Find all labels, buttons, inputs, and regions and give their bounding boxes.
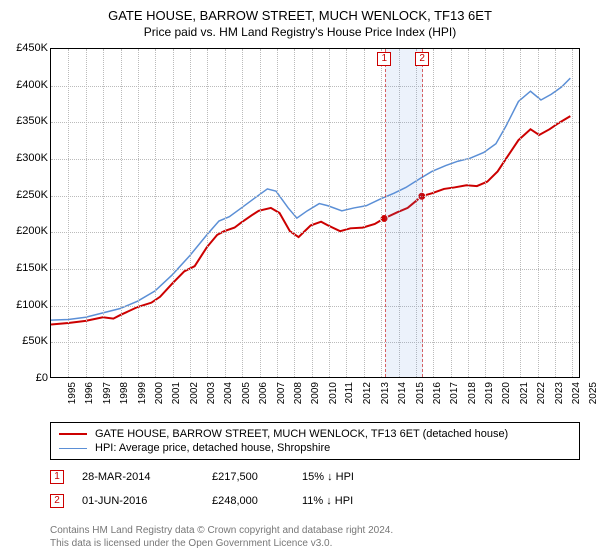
legend: GATE HOUSE, BARROW STREET, MUCH WENLOCK,… [50, 422, 580, 460]
x-tick-label: 1996 [84, 382, 95, 404]
x-tick-label: 2006 [258, 382, 269, 404]
x-tick-label: 2012 [362, 382, 373, 404]
sale-delta-1: 15% ↓ HPI [302, 471, 412, 483]
chart-container: GATE HOUSE, BARROW STREET, MUCH WENLOCK,… [0, 0, 600, 560]
x-tick-label: 2015 [414, 382, 425, 404]
x-tick-label: 2021 [519, 382, 530, 404]
legend-swatch-1 [59, 448, 87, 449]
y-tick-label: £0 [36, 372, 48, 384]
legend-row: GATE HOUSE, BARROW STREET, MUCH WENLOCK,… [59, 427, 571, 441]
x-tick-label: 2003 [206, 382, 217, 404]
y-tick-label: £350K [16, 115, 48, 127]
y-tick-label: £150K [16, 262, 48, 274]
sale-marker-1: 1 [50, 470, 64, 484]
sale-band [385, 49, 423, 377]
y-tick-label: £450K [16, 42, 48, 54]
x-tick-label: 2014 [397, 382, 408, 404]
chart-svg [51, 49, 579, 377]
x-tick-label: 2011 [344, 382, 355, 404]
sale-delta-2: 11% ↓ HPI [302, 495, 412, 507]
title-block: GATE HOUSE, BARROW STREET, MUCH WENLOCK,… [0, 0, 600, 41]
y-tick-label: £250K [16, 189, 48, 201]
x-tick-label: 2024 [571, 382, 582, 404]
legend-label-1: HPI: Average price, detached house, Shro… [95, 442, 330, 454]
x-tick-label: 2009 [310, 382, 321, 404]
plot-area [50, 48, 580, 378]
sale-date-2: 01-JUN-2016 [82, 495, 212, 507]
sale-marker-2: 2 [50, 494, 64, 508]
sale-price-2: £248,000 [212, 495, 302, 507]
x-tick-label: 2013 [380, 382, 391, 404]
x-tick-label: 2000 [154, 382, 165, 404]
y-tick-label: £400K [16, 79, 48, 91]
sale-date-1: 28-MAR-2014 [82, 471, 212, 483]
x-tick-label: 2023 [553, 382, 564, 404]
x-tick-label: 2005 [241, 382, 252, 404]
x-tick-label: 2002 [188, 382, 199, 404]
x-tick-label: 2022 [536, 382, 547, 404]
plot-marker-2: 2 [415, 52, 429, 66]
x-tick-label: 2016 [432, 382, 443, 404]
sale-row-2: 2 01-JUN-2016 £248,000 11% ↓ HPI [50, 494, 412, 508]
x-tick-label: 2025 [588, 382, 599, 404]
legend-row: HPI: Average price, detached house, Shro… [59, 441, 571, 455]
plot-marker-1: 1 [377, 52, 391, 66]
x-tick-label: 2010 [327, 382, 338, 404]
footer: Contains HM Land Registry data © Crown c… [50, 524, 393, 550]
x-tick-label: 1995 [67, 382, 78, 404]
x-tick-label: 2019 [484, 382, 495, 404]
sale-price-1: £217,500 [212, 471, 302, 483]
y-tick-label: £50K [22, 335, 48, 347]
legend-swatch-0 [59, 433, 87, 435]
x-tick-label: 2004 [223, 382, 234, 404]
y-tick-label: £200K [16, 225, 48, 237]
y-tick-label: £300K [16, 152, 48, 164]
chart-title: GATE HOUSE, BARROW STREET, MUCH WENLOCK,… [10, 8, 590, 23]
x-tick-label: 2001 [171, 382, 182, 404]
legend-label-0: GATE HOUSE, BARROW STREET, MUCH WENLOCK,… [95, 428, 508, 440]
footer-line-2: This data is licensed under the Open Gov… [50, 537, 393, 550]
x-tick-label: 2018 [466, 382, 477, 404]
y-tick-label: £100K [16, 299, 48, 311]
x-tick-label: 2017 [449, 382, 460, 404]
x-tick-label: 1998 [119, 382, 130, 404]
x-tick-label: 2020 [501, 382, 512, 404]
sale-row-1: 1 28-MAR-2014 £217,500 15% ↓ HPI [50, 470, 412, 484]
chart-subtitle: Price paid vs. HM Land Registry's House … [10, 25, 590, 39]
x-tick-label: 1997 [102, 382, 113, 404]
footer-line-1: Contains HM Land Registry data © Crown c… [50, 524, 393, 537]
x-tick-label: 2008 [293, 382, 304, 404]
x-tick-label: 1999 [136, 382, 147, 404]
x-tick-label: 2007 [275, 382, 286, 404]
